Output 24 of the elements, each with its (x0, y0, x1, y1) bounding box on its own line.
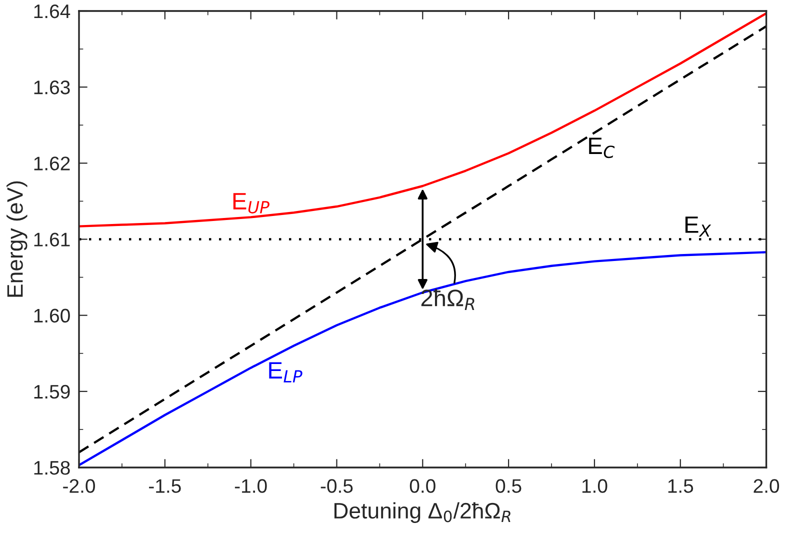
x-tick-label: 1.5 (668, 479, 694, 493)
line-series (79, 25, 766, 454)
y-tick-label: 1.60 (34, 308, 70, 323)
x-tick-label: 2.0 (754, 479, 780, 493)
y-tick-label: 1.63 (34, 80, 70, 94)
x-tick-label: -1.0 (234, 479, 267, 493)
x-tick-label: -2.0 (63, 479, 95, 493)
y-tick-label: 1.62 (34, 156, 70, 170)
x-tick-label: 0.5 (496, 479, 522, 493)
x-tick-label: 0.0 (410, 479, 436, 493)
annotation: 2ħΩ$_{R}$ (421, 288, 474, 310)
x-tick-label: -0.5 (320, 479, 353, 493)
series-label: E$_{X}$ (685, 216, 712, 237)
x-tick-label: 1.0 (582, 479, 608, 493)
x-axis-title: Detuning Δ$_{0}$/2ħΩ$_{R}$ (334, 502, 510, 524)
series-label: E$_{UP}$ (233, 193, 270, 214)
series-label: E$_{LP}$ (269, 362, 302, 382)
y-tick-label: 1.58 (34, 460, 70, 475)
x-tick-label: -1.5 (149, 479, 181, 493)
y-axis-title: Energy (eV) (6, 181, 28, 297)
y-tick-label: 1.64 (34, 4, 70, 18)
y-tick-label: 1.59 (34, 384, 70, 399)
y-tick-label: 1.61 (34, 232, 70, 246)
series-label: E$_{C}$ (589, 138, 615, 158)
